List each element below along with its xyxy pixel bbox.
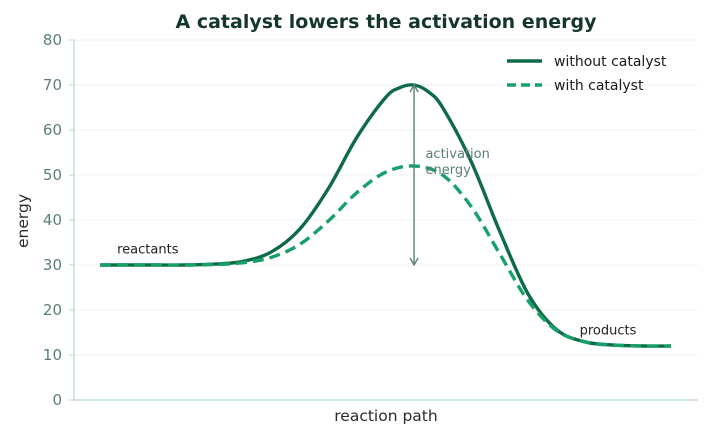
- y-tick-label: 80: [43, 31, 62, 49]
- legend-label-0: without catalyst: [554, 54, 667, 70]
- y-tick-label: 60: [43, 121, 62, 139]
- y-tick-label: 20: [43, 301, 62, 319]
- legend: without catalyst with catalyst: [507, 54, 667, 94]
- series-line-without-catalyst: [99, 83, 672, 348]
- chart-title: A catalyst lowers the activation energy: [176, 11, 598, 33]
- legend-label-1: with catalyst: [554, 78, 644, 94]
- y-axis-label: energy: [14, 194, 32, 248]
- activation-arrow-head-bottom: [409, 257, 419, 267]
- y-ticks: 0 10 20 30 40 50 60 70 80: [43, 31, 74, 409]
- y-tick-label: 10: [43, 346, 62, 364]
- y-tick-label: 50: [43, 166, 62, 184]
- activation-label-line2: energy: [425, 163, 471, 178]
- y-tick-label: 70: [43, 76, 62, 94]
- reactants-label: reactants: [117, 243, 179, 258]
- series-lines: [99, 83, 672, 348]
- y-tick-label: 40: [43, 211, 62, 229]
- y-tick-label: 30: [43, 256, 62, 274]
- series-line-with-catalyst: [99, 164, 672, 348]
- activation-label-line1: activation: [425, 147, 489, 162]
- activation-arrow-head-top: [409, 83, 419, 93]
- products-label: products: [580, 324, 637, 339]
- x-axis-label: reaction path: [334, 407, 437, 425]
- y-tick-label: 0: [52, 391, 62, 409]
